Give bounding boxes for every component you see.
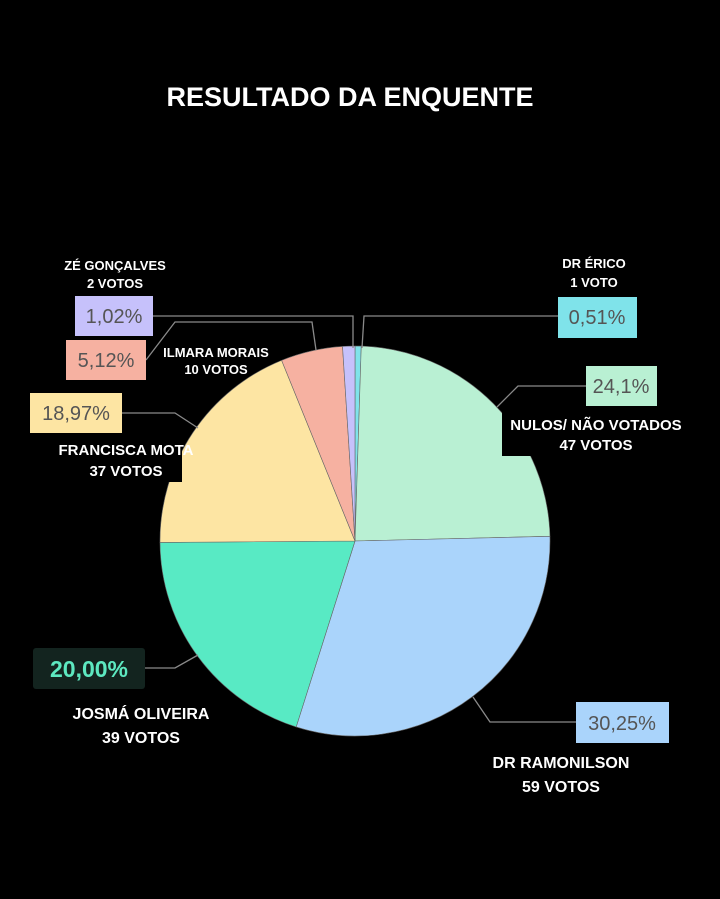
label-percent-erico: 0,51% [569,307,626,329]
leader-line-francisca [122,412,199,429]
label-votes-ilmara: 10 VOTOS [184,362,248,377]
pie-slices [159,345,551,737]
value-box-ilmara [66,340,146,380]
value-box-nulos [586,366,657,406]
leader-line-josma [145,654,199,669]
value-box-erico [558,297,637,338]
label-bg-nulos [502,412,692,456]
label-name-ilmara: ILMARA MORAIS [163,345,269,360]
label-name-nulos: NULOS/ NÃO VOTADOS [510,416,681,434]
label-percent-nulos: 24,1% [593,376,650,398]
label-name-francisca: FRANCISCA MOTA [59,442,194,459]
label-votes-josma: 39 VOTOS [102,730,180,747]
label-name-erico: DR ÉRICO [562,256,626,271]
leader-line-nulos [496,385,586,408]
pie-slice-nulos-n-o-votados [354,345,551,542]
label-percent-francisca: 18,97% [42,403,110,425]
label-percent-josma: 20,00% [50,656,128,682]
value-box-ramonilson [576,702,669,743]
leader-line-ze [153,315,354,348]
label-votes-ramonilson: 59 VOTOS [522,779,600,796]
label-votes-ze: 2 VOTOS [87,276,143,291]
label-name-ze: ZÉ GONÇALVES [64,258,166,273]
label-votes-nulos: 47 VOTOS [559,437,632,454]
leader-line-erico [361,315,558,349]
label-percent-ze: 1,02% [86,306,143,328]
label-bg-francisca [44,436,182,482]
label-votes-francisca: 37 VOTOS [89,463,162,480]
leader-line-ramonilson [472,696,576,723]
pie-slice-dr-ramonilson [295,536,551,737]
label-percent-ramonilson: 30,25% [588,713,656,735]
value-box-ze [75,296,153,336]
label-percent-ilmara: 5,12% [78,350,135,372]
label-name-josma: JOSMÁ OLIVEIRA [73,704,210,723]
pie-slice-josm-oliveira [159,540,356,728]
leader-line-ilmara [145,321,317,361]
chart-title: RESULTADO DA ENQUENTE [166,82,533,112]
value-box-josma [33,648,145,689]
pie-slice-z-gon-alves [342,345,356,542]
value-box-francisca [30,393,122,433]
label-name-ramonilson: DR RAMONILSON [493,755,630,772]
label-votes-erico: 1 VOTO [570,275,617,290]
pie-slice-francisca-mota [159,359,356,543]
